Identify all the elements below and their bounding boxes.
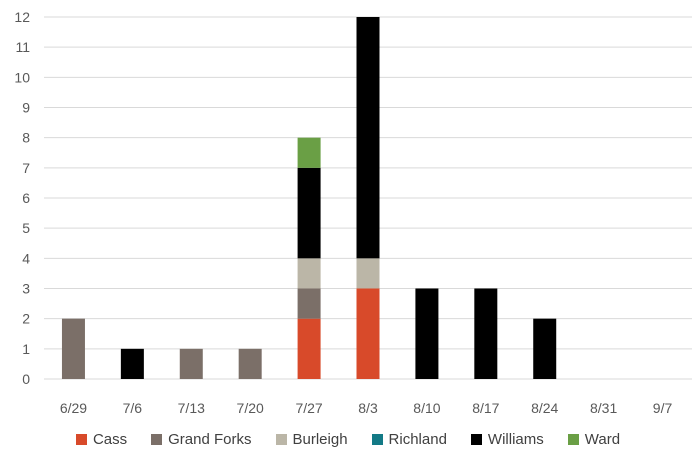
legend-swatch: [275, 433, 287, 445]
y-tick-label: 12: [14, 9, 30, 25]
bar-segment-grand-forks: [297, 288, 321, 319]
legend-item: Williams: [470, 430, 544, 448]
legend-label: Ward: [584, 430, 621, 448]
x-tick-label: 9/7: [653, 400, 673, 416]
legend-item: Grand Forks: [151, 430, 252, 448]
x-axis-tick-labels: 6/29 7/6 7/13 7/20 7/27 8/3 8/10 8/17 8/24 8/31 9/…: [60, 400, 673, 416]
legend-item: Ward: [567, 430, 621, 448]
legend: Cass Grand Forks Burleigh Richland Williams W…: [0, 428, 696, 450]
x-tick-label: 7/13: [178, 400, 205, 416]
y-tick-label: 2: [22, 311, 30, 327]
legend-swatch: [75, 433, 87, 445]
legend-label: Cass: [92, 430, 128, 448]
y-tick-label: 6: [22, 190, 30, 206]
legend-item: Cass: [75, 430, 128, 448]
x-tick-label: 6/29: [60, 400, 87, 416]
bar-segment-grand-forks: [179, 348, 203, 379]
bar-segment-williams: [297, 167, 321, 259]
y-tick-label: 0: [22, 371, 30, 387]
bar-segment-cass: [297, 318, 321, 379]
legend-label: Grand Forks: [168, 430, 252, 448]
bar-segment-burleigh: [356, 258, 380, 289]
legend-swatch: [567, 433, 579, 445]
bar-segment-cass: [356, 288, 380, 379]
bar-segment-williams: [533, 318, 557, 379]
x-tick-label: 8/17: [472, 400, 499, 416]
y-tick-label: 8: [22, 130, 30, 146]
bar-segment-williams: [356, 17, 380, 259]
x-tick-label: 8/24: [531, 400, 558, 416]
y-tick-label: 1: [22, 341, 30, 357]
bar-segment-grand-forks: [238, 348, 262, 379]
x-tick-label: 7/20: [237, 400, 264, 416]
bar-segment-ward: [297, 137, 321, 168]
y-tick-label: 3: [22, 281, 30, 297]
x-tick-label: 7/6: [123, 400, 143, 416]
legend-item: Richland: [371, 430, 447, 448]
legend-item: Burleigh: [275, 430, 348, 448]
legend-swatch: [371, 433, 383, 445]
y-tick-label: 5: [22, 220, 30, 236]
x-tick-label: 8/31: [590, 400, 617, 416]
bar-segment-burleigh: [297, 258, 321, 289]
bar-segment-williams: [120, 348, 144, 379]
legend-label: Burleigh: [292, 430, 348, 448]
y-tick-label: 7: [22, 160, 30, 176]
bar-segment-williams: [415, 288, 439, 379]
y-tick-label: 11: [15, 39, 30, 55]
legend-label: Richland: [388, 430, 447, 448]
y-tick-label: 10: [14, 69, 30, 85]
x-tick-label: 8/3: [358, 400, 378, 416]
y-tick-label: 4: [22, 250, 30, 266]
y-tick-label: 9: [22, 100, 30, 116]
x-tick-label: 8/10: [413, 400, 440, 416]
bar-segment-williams: [474, 288, 498, 379]
bar-segment-grand-forks: [61, 318, 85, 379]
bars: [61, 17, 557, 379]
x-tick-label: 7/27: [295, 400, 322, 416]
legend-label: Williams: [487, 430, 544, 448]
legend-swatch: [470, 433, 482, 445]
legend-swatch: [151, 433, 163, 445]
